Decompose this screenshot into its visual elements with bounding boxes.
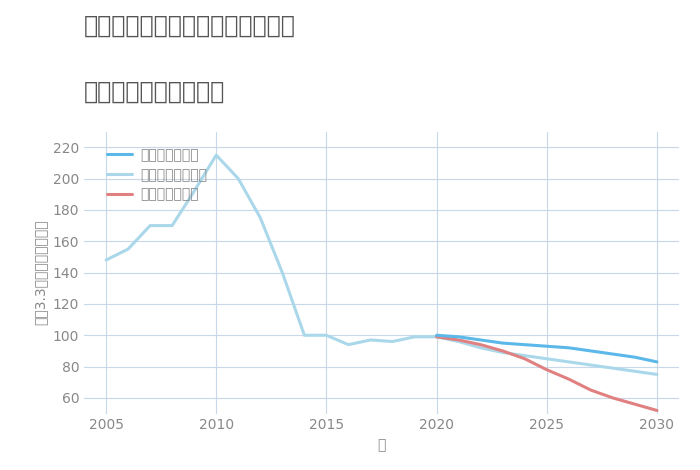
バッドシナリオ [521,356,529,361]
バッドシナリオ [609,395,617,401]
グッドシナリオ [454,334,463,340]
Text: 中古戸建ての価格推移: 中古戸建ての価格推移 [84,80,225,104]
ノーマルシナリオ [521,353,529,359]
ノーマルシナリオ [410,334,419,340]
バッドシナリオ [587,387,595,393]
ノーマルシナリオ [477,345,485,351]
グッドシナリオ [521,342,529,347]
ノーマルシナリオ [102,257,110,263]
バッドシナリオ [542,367,551,373]
ノーマルシナリオ [124,246,132,252]
Line: グッドシナリオ: グッドシナリオ [437,335,657,362]
X-axis label: 年: 年 [377,438,386,452]
ノーマルシナリオ [168,223,176,228]
グッドシナリオ [631,354,639,360]
グッドシナリオ [477,337,485,343]
グッドシナリオ [542,344,551,349]
ノーマルシナリオ [212,152,220,158]
バッドシナリオ [653,407,662,413]
バッドシナリオ [498,348,507,354]
Y-axis label: 坪（3.3㎡）単価（万円）: 坪（3.3㎡）単価（万円） [33,220,47,325]
ノーマルシナリオ [454,339,463,345]
ノーマルシナリオ [190,188,198,194]
グッドシナリオ [565,345,573,351]
グッドシナリオ [609,351,617,357]
ノーマルシナリオ [234,176,242,181]
バッドシナリオ [433,334,441,340]
ノーマルシナリオ [653,372,662,377]
グッドシナリオ [653,359,662,365]
ノーマルシナリオ [542,356,551,361]
グッドシナリオ [498,340,507,346]
ノーマルシナリオ [344,342,353,347]
Line: ノーマルシナリオ: ノーマルシナリオ [106,155,657,375]
ノーマルシナリオ [631,368,639,374]
ノーマルシナリオ [300,332,309,338]
ノーマルシナリオ [433,334,441,340]
ノーマルシナリオ [587,362,595,368]
Line: バッドシナリオ: バッドシナリオ [437,337,657,410]
バッドシナリオ [565,376,573,382]
バッドシナリオ [631,401,639,407]
グッドシナリオ [587,348,595,354]
バッドシナリオ [477,342,485,347]
ノーマルシナリオ [498,350,507,355]
ノーマルシナリオ [565,359,573,365]
Legend: グッドシナリオ, ノーマルシナリオ, バッドシナリオ: グッドシナリオ, ノーマルシナリオ, バッドシナリオ [103,144,211,206]
グッドシナリオ [433,332,441,338]
ノーマルシナリオ [609,365,617,371]
ノーマルシナリオ [389,339,397,345]
ノーマルシナリオ [322,332,330,338]
ノーマルシナリオ [146,223,154,228]
ノーマルシナリオ [256,215,265,220]
ノーマルシナリオ [366,337,375,343]
ノーマルシナリオ [278,270,286,275]
バッドシナリオ [454,337,463,343]
Text: 兵庫県美方郡香美町香住区上岡の: 兵庫県美方郡香美町香住区上岡の [84,14,296,38]
